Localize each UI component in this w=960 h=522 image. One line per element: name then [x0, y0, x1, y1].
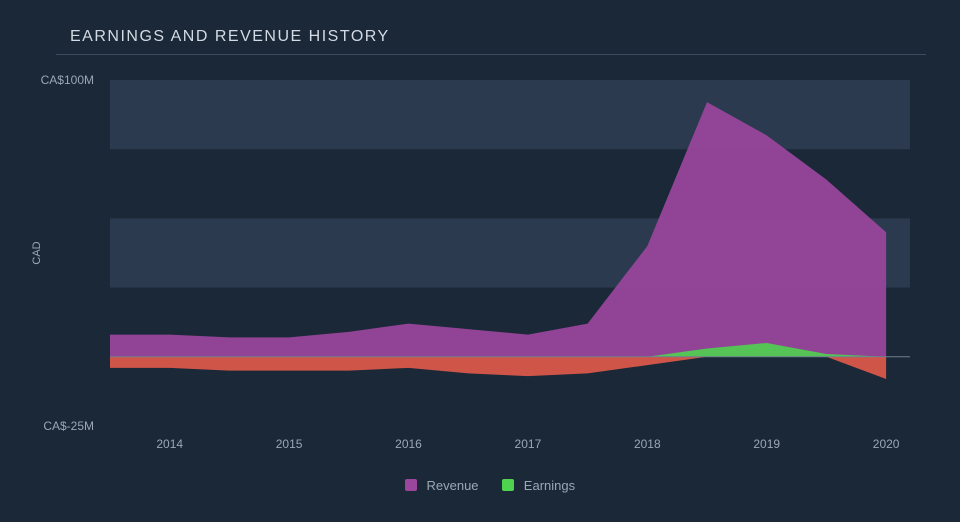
- chart-svg: 2014201520162017201820192020CA$100MCA$-2…: [100, 76, 920, 456]
- chart-title: EARNINGS AND REVENUE HISTORY: [70, 28, 390, 46]
- legend: Revenue Earnings: [0, 478, 960, 493]
- svg-text:CA$-25M: CA$-25M: [43, 419, 94, 433]
- legend-label-earnings: Earnings: [524, 478, 575, 493]
- svg-text:CA$100M: CA$100M: [41, 73, 94, 87]
- svg-text:2015: 2015: [276, 437, 303, 451]
- title-underline: [56, 54, 926, 55]
- svg-text:2019: 2019: [753, 437, 780, 451]
- svg-text:2020: 2020: [873, 437, 900, 451]
- legend-swatch-revenue: [405, 479, 417, 491]
- svg-text:2016: 2016: [395, 437, 422, 451]
- legend-label-revenue: Revenue: [427, 478, 479, 493]
- svg-text:2018: 2018: [634, 437, 661, 451]
- legend-swatch-earnings: [502, 479, 514, 491]
- chart-container: EARNINGS AND REVENUE HISTORY 2014 2015 201…: [0, 0, 960, 522]
- svg-text:2014: 2014: [156, 437, 183, 451]
- svg-text:CAD: CAD: [31, 241, 43, 264]
- plot-area: 2014201520162017201820192020CA$100MCA$-2…: [100, 76, 920, 456]
- svg-text:2017: 2017: [515, 437, 542, 451]
